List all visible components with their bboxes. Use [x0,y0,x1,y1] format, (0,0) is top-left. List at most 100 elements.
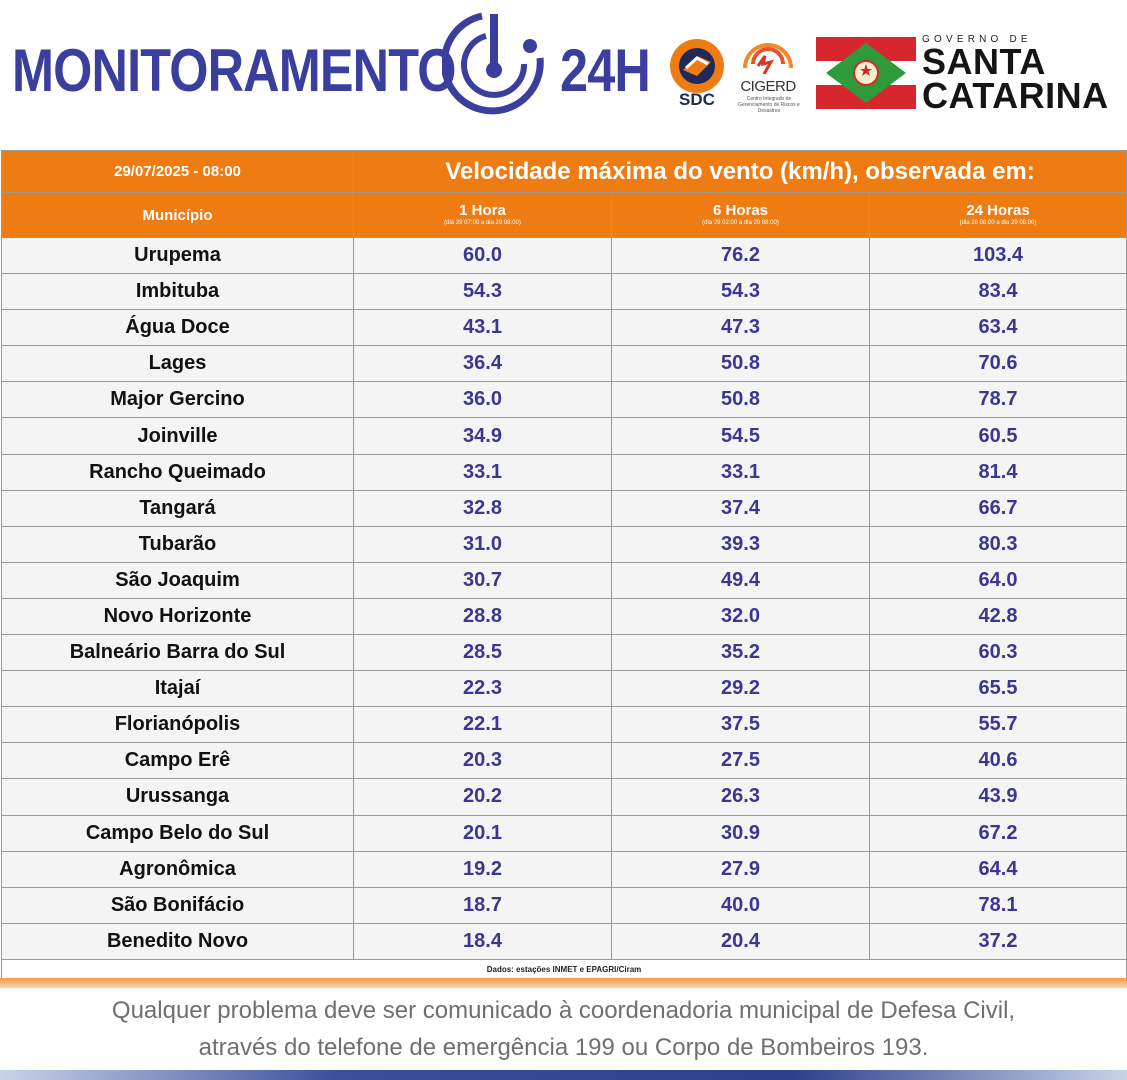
radar-logo-icon [442,12,544,115]
value-1h-cell: 60.0 [353,236,612,275]
value-1h-cell: 20.1 [353,814,612,852]
municipio-cell: Rancho Queimado [1,453,354,491]
table-row: São Bonifácio 18.7 40.0 78.1 [1,886,1127,924]
table-row: Água Doce 43.1 47.3 63.4 [1,309,1127,347]
table-row: Itajaí 22.3 29.2 65.5 [1,670,1127,708]
value-24h-cell: 81.4 [869,453,1127,491]
value-24h-cell: 60.3 [869,634,1127,672]
value-6h-cell: 76.2 [611,236,870,275]
table-row: Balneário Barra do Sul 28.5 35.2 60.3 [1,634,1127,672]
value-24h-cell: 42.8 [869,597,1127,636]
municipio-cell: Major Gercino [1,381,354,419]
value-1h-cell: 33.1 [353,453,612,491]
value-1h-cell: 18.7 [353,886,612,924]
value-6h-cell: 50.8 [611,381,870,419]
value-1h-cell: 36.4 [353,345,612,383]
municipio-cell: Água Doce [1,309,354,347]
municipio-cell: Lages [1,345,354,383]
value-1h-cell: 28.5 [353,634,612,672]
footer-line-1: Qualquer problema deve ser comunicado à … [111,997,1016,1024]
value-6h-cell: 39.3 [611,525,870,563]
value-24h-cell: 67.2 [869,814,1127,852]
municipio-cell: Urupema [1,236,354,275]
value-24h-cell: 63.4 [869,309,1127,347]
table-row: Novo Horizonte 28.8 32.0 42.8 [1,597,1127,636]
table-row: Lages 36.4 50.8 70.6 [1,345,1127,383]
value-1h-cell: 34.9 [353,417,612,455]
government-prefix: GOVERNO DE [922,34,1032,45]
cigerd-subtitle: Centro Integrado de Gerenciamento de Ris… [738,96,800,114]
municipio-cell: Urussanga [1,778,354,816]
value-24h-cell: 66.7 [869,489,1127,527]
value-6h-cell: 37.5 [611,706,870,744]
brand-text-24h: 24H [560,37,651,104]
municipio-cell: Novo Horizonte [1,597,354,636]
value-6h-cell: 30.9 [611,814,870,852]
value-1h-cell: 18.4 [353,922,612,960]
government-name-line2: CATARINA [922,75,1109,116]
report-date: 29/07/2025 - 08:00 [1,150,354,193]
cigerd-logo-icon [743,43,793,75]
orange-divider [0,978,1127,988]
value-24h-cell: 60.5 [869,417,1127,455]
value-6h-cell: 40.0 [611,886,870,924]
value-6h-cell: 37.4 [611,489,870,527]
value-1h-cell: 19.2 [353,850,612,888]
value-6h-cell: 27.5 [611,742,870,780]
municipio-cell: Campo Belo do Sul [1,814,354,852]
value-1h-cell: 36.0 [353,381,612,419]
column-header-1h: 1 Hora (dia 29 07:00 a dia 29 08:00) [353,192,612,238]
value-24h-cell: 78.1 [869,886,1127,924]
wind-speed-table: 29/07/2025 - 08:00 Velocidade máxima do … [1,150,1127,980]
municipio-cell: São Joaquim [1,561,354,599]
table-row: Rancho Queimado 33.1 33.1 81.4 [1,453,1127,491]
table-row: Urupema 60.0 76.2 103.4 [1,236,1127,275]
table-title: Velocidade máxima do vento (km/h), obser… [353,150,1127,193]
table-row: Agronômica 19.2 27.9 64.4 [1,850,1127,888]
municipio-cell: Tubarão [1,525,354,563]
table-row: Campo Erê 20.3 27.5 40.6 [1,742,1127,780]
value-1h-cell: 20.3 [353,742,612,780]
table-row: Campo Belo do Sul 20.1 30.9 67.2 [1,814,1127,852]
value-1h-cell: 43.1 [353,309,612,347]
value-1h-cell: 32.8 [353,489,612,527]
table-row: Major Gercino 36.0 50.8 78.7 [1,381,1127,419]
table-row: Imbituba 54.3 54.3 83.4 [1,273,1127,311]
brand-logo: MONITORAMENTO 24H [12,12,651,115]
brand-text-monitoramento: MONITORAMENTO [12,37,456,104]
value-6h-cell: 29.2 [611,670,870,708]
value-1h-cell: 22.3 [353,670,612,708]
value-6h-cell: 54.5 [611,417,870,455]
sdc-logo-icon [670,39,724,93]
footer-line-2: através do telefone de emergência 199 ou… [198,1034,929,1061]
municipio-cell: Benedito Novo [1,922,354,960]
table-row: Benedito Novo 18.4 20.4 37.2 [1,922,1127,960]
value-24h-cell: 40.6 [869,742,1127,780]
municipio-cell: Agronômica [1,850,354,888]
value-6h-cell: 32.0 [611,597,870,636]
santa-catarina-flag-icon [816,37,916,109]
footer-notice: Qualquer problema deve ser comunicado à … [0,992,1127,1066]
value-24h-cell: 78.7 [869,381,1127,419]
value-6h-cell: 35.2 [611,634,870,672]
government-name-line1: SANTA [922,41,1046,82]
table-row: Tubarão 31.0 39.3 80.3 [1,525,1127,563]
blue-divider [0,1070,1127,1080]
value-6h-cell: 49.4 [611,561,870,599]
municipio-cell: Balneário Barra do Sul [1,634,354,672]
municipio-cell: Campo Erê [1,742,354,780]
municipio-cell: Imbituba [1,273,354,311]
table-row: Florianópolis 22.1 37.5 55.7 [1,706,1127,744]
value-6h-cell: 33.1 [611,453,870,491]
value-24h-cell: 64.4 [869,850,1127,888]
value-24h-cell: 83.4 [869,273,1127,311]
value-6h-cell: 20.4 [611,922,870,960]
value-24h-cell: 80.3 [869,525,1127,563]
data-source-note: Dados: estações INMET e EPAGRI/Ciram [1,958,1127,980]
value-24h-cell: 37.2 [869,922,1127,960]
value-1h-cell: 31.0 [353,525,612,563]
table-row: Tangará 32.8 37.4 66.7 [1,489,1127,527]
municipio-cell: São Bonifácio [1,886,354,924]
table-row: São Joaquim 30.7 49.4 64.0 [1,561,1127,599]
value-6h-cell: 26.3 [611,778,870,816]
